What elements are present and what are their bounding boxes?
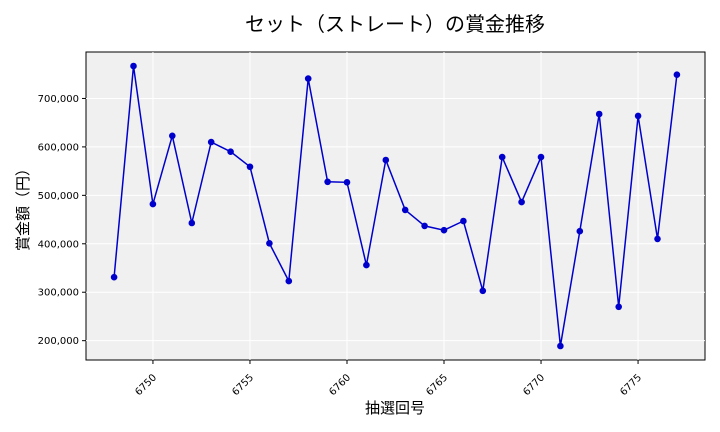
data-point (130, 62, 137, 70)
data-point (343, 179, 351, 186)
data-point (537, 153, 545, 161)
y-tick-label: 400,000 (38, 239, 79, 250)
data-point (479, 287, 487, 295)
data-point (324, 178, 331, 186)
x-tick-label: 6775 (618, 372, 644, 398)
x-tick-label: 6760 (327, 372, 353, 398)
data-point (110, 273, 118, 281)
x-axis-label: 抽選回号 (365, 399, 425, 417)
data-point (149, 200, 157, 208)
data-point (207, 138, 215, 146)
ticks: 200,000 300,000 400,000 500,000 600,000 700,0… (38, 94, 645, 398)
y-tick-label: 300,000 (38, 288, 79, 299)
grid (86, 52, 705, 360)
x-tick-label: 6770 (521, 372, 547, 398)
data-point (382, 156, 390, 164)
data-point (498, 153, 506, 161)
data-point (363, 261, 370, 269)
data-points (110, 62, 681, 350)
x-tick-label: 6750 (133, 372, 159, 398)
data-point (169, 132, 176, 140)
x-tick-label: 6765 (424, 372, 450, 398)
y-tick-label: 700,000 (38, 94, 79, 105)
y-tick-label: 500,000 (38, 191, 79, 202)
data-point (634, 112, 642, 120)
data-point (285, 277, 293, 285)
x-tick-label: 6755 (230, 372, 256, 398)
data-point (304, 75, 312, 82)
y-tick-label: 200,000 (38, 336, 79, 347)
data-point (440, 226, 448, 234)
data-point (246, 163, 254, 171)
data-point (421, 222, 428, 230)
series-line (113, 65, 678, 347)
data-point (557, 342, 564, 350)
chart-title: セット（ストレート）の賞金推移 (245, 12, 545, 36)
data-point (595, 110, 603, 118)
data-point (673, 71, 681, 78)
y-axis-label: 賞金額（円） (14, 161, 32, 251)
data-point (460, 217, 467, 225)
data-point (227, 148, 234, 155)
y-tick-label: 600,000 (38, 142, 79, 153)
data-point (266, 240, 273, 247)
data-point (654, 235, 661, 243)
plot-area (85, 51, 706, 361)
data-point (401, 206, 409, 214)
data-point (576, 227, 584, 235)
data-point (188, 219, 196, 227)
data-point (518, 198, 525, 206)
data-point (615, 303, 622, 311)
